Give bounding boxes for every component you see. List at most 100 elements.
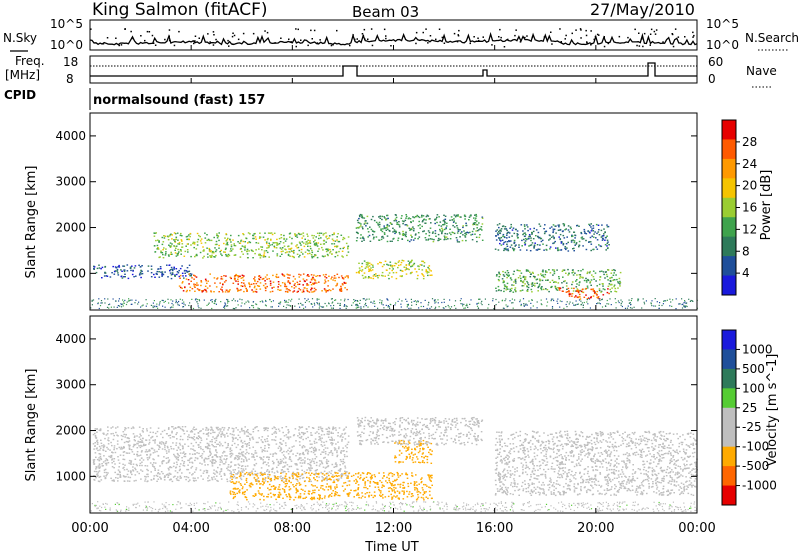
data-cell	[293, 290, 296, 292]
data-cell	[197, 238, 200, 241]
ground-scatter-cell	[379, 302, 381, 304]
data-cell	[563, 225, 565, 227]
ground-scatter-cell	[541, 304, 543, 306]
data-cell	[202, 428, 204, 430]
data-cell	[388, 472, 391, 474]
ground-scatter-cell	[481, 300, 483, 302]
data-cell	[582, 238, 585, 240]
data-cell	[321, 255, 324, 257]
noise-search-dot	[415, 42, 417, 45]
data-cell	[294, 428, 297, 430]
data-cell	[580, 270, 582, 272]
data-cell	[276, 244, 278, 246]
data-cell	[317, 426, 320, 428]
data-cell	[540, 274, 543, 277]
data-cell	[179, 449, 182, 451]
ground-scatter-cell	[98, 307, 100, 310]
data-cell	[596, 248, 599, 250]
data-cell	[158, 448, 160, 450]
data-cell	[223, 251, 225, 253]
data-cell	[312, 278, 315, 280]
data-cell	[320, 243, 322, 245]
data-cell	[307, 450, 310, 453]
ground-scatter-cell	[672, 299, 674, 301]
data-cell	[595, 246, 597, 248]
data-cell	[237, 289, 239, 291]
data-cell	[384, 496, 387, 498]
data-cell	[362, 228, 364, 230]
ground-scatter-cell	[140, 306, 142, 308]
data-cell	[441, 230, 444, 232]
noise-search-dot	[565, 34, 567, 37]
data-cell	[230, 471, 232, 473]
data-cell	[187, 279, 190, 281]
data-cell	[207, 447, 209, 449]
data-cell	[269, 453, 272, 455]
data-cell	[365, 225, 367, 227]
ground-scatter-cell	[175, 302, 177, 304]
data-cell	[213, 277, 216, 279]
ground-scatter-cell	[563, 307, 565, 309]
data-cell	[123, 458, 126, 461]
data-cell	[538, 223, 541, 225]
ground-scatter-cell	[330, 298, 333, 300]
data-cell	[279, 488, 281, 491]
data-cell	[498, 237, 500, 239]
ground-scatter-cell	[304, 301, 306, 303]
ground-scatter-cell	[685, 305, 687, 307]
data-cell	[201, 457, 203, 459]
data-cell	[235, 274, 238, 277]
ground-scatter-cell	[359, 299, 361, 301]
ground-scatter-cell	[225, 305, 227, 307]
data-cell	[530, 237, 532, 239]
data-cell	[342, 429, 345, 431]
data-cell	[292, 477, 294, 479]
data-cell	[329, 289, 332, 292]
data-cell	[237, 234, 240, 237]
noise-search-dot	[654, 33, 657, 35]
data-cell	[518, 246, 520, 248]
data-cell	[225, 247, 227, 249]
data-cell	[106, 446, 108, 449]
data-cell	[245, 237, 248, 240]
data-cell	[537, 231, 540, 234]
data-cell	[135, 479, 137, 482]
data-cell	[172, 448, 175, 450]
data-cell	[322, 479, 325, 481]
data-cell	[511, 229, 514, 231]
data-cell	[246, 451, 248, 454]
data-cell	[438, 239, 440, 241]
data-cell	[264, 239, 266, 241]
data-cell	[97, 475, 99, 477]
data-cell	[431, 497, 433, 499]
data-cell	[394, 491, 396, 493]
data-cell	[250, 283, 253, 285]
data-cell	[139, 454, 142, 456]
data-cell	[288, 458, 291, 460]
data-cell	[405, 266, 407, 269]
data-cell	[585, 233, 588, 235]
data-cell	[377, 486, 380, 488]
data-cell	[125, 433, 127, 436]
data-cell	[303, 432, 305, 435]
data-cell	[425, 233, 427, 235]
data-cell	[384, 275, 386, 277]
data-cell	[116, 270, 119, 272]
data-cell	[258, 437, 260, 439]
data-cell	[209, 460, 212, 462]
data-cell	[226, 432, 228, 435]
data-cell	[564, 246, 567, 248]
data-cell	[262, 449, 265, 451]
ground-scatter-cell	[413, 300, 415, 302]
data-cell	[398, 224, 401, 226]
data-cell	[218, 432, 221, 434]
data-cell	[395, 216, 398, 219]
data-cell	[425, 215, 428, 218]
data-cell	[350, 489, 352, 491]
ground-scatter-cell	[351, 304, 353, 306]
data-cell	[347, 246, 349, 248]
data-cell	[428, 269, 431, 271]
data-cell	[255, 249, 257, 251]
data-cell	[533, 246, 535, 248]
data-cell	[330, 278, 332, 280]
